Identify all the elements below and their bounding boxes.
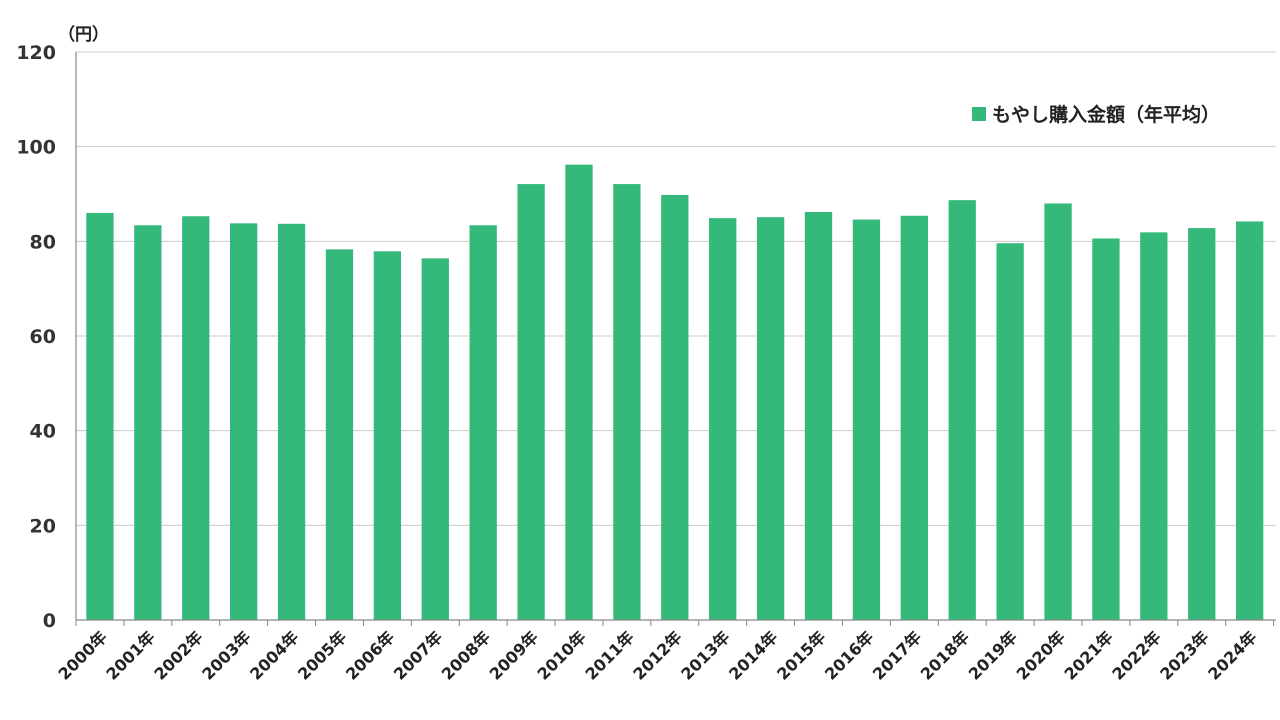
bar xyxy=(852,219,881,620)
bar xyxy=(756,217,785,620)
bar xyxy=(900,215,928,621)
x-tick-label: 2004年 xyxy=(246,627,302,683)
x-tick-label: 2010年 xyxy=(534,627,590,683)
legend-label: もやし購入金額（年平均） xyxy=(992,104,1221,126)
bar xyxy=(996,243,1024,620)
y-tick-labels: 0 20 40 60 80 100 120 xyxy=(16,42,56,632)
x-tick-label: 2006年 xyxy=(342,627,398,683)
x-tick-label: 2005年 xyxy=(294,627,350,683)
bar xyxy=(565,164,593,621)
y-tick-label: 60 xyxy=(30,326,56,348)
bar xyxy=(709,218,737,620)
bar xyxy=(804,211,833,620)
bar xyxy=(1140,232,1168,620)
x-tick-labels: 2000年2001年2002年2003年2004年2005年2006年2007年… xyxy=(55,627,1261,683)
x-tick-label: 2023年 xyxy=(1156,627,1212,683)
y-axis-unit-label: （円） xyxy=(58,25,109,45)
bar xyxy=(230,223,258,620)
x-tick-label: 2019年 xyxy=(965,627,1021,683)
y-tick-label: 0 xyxy=(43,610,56,632)
x-tick-label: 2015年 xyxy=(773,627,829,683)
bar xyxy=(1236,221,1264,620)
y-tick-label: 20 xyxy=(30,515,56,537)
x-tick-label: 2020年 xyxy=(1013,627,1069,683)
x-tick-label: 2002年 xyxy=(150,627,206,683)
y-tick-label: 80 xyxy=(30,231,56,253)
x-tick-label: 2000年 xyxy=(55,627,111,683)
x-tick-label: 2007年 xyxy=(390,627,446,683)
bar xyxy=(182,216,210,620)
bar xyxy=(277,223,306,620)
x-tick-label: 2012年 xyxy=(629,627,685,683)
legend: もやし購入金額（年平均） xyxy=(972,100,1220,127)
bar xyxy=(948,200,976,621)
bar xyxy=(373,251,402,621)
x-tick-label: 2018年 xyxy=(917,627,973,683)
x-tick-label: 2008年 xyxy=(438,627,494,683)
bar xyxy=(325,249,354,620)
bar xyxy=(661,194,689,621)
x-tick-label: 2016年 xyxy=(821,627,877,683)
legend-swatch xyxy=(972,106,986,121)
bar xyxy=(517,184,545,620)
bar xyxy=(134,225,162,621)
y-tick-label: 100 xyxy=(16,137,56,159)
x-tick-label: 2021年 xyxy=(1061,627,1117,683)
bar xyxy=(1188,228,1216,620)
y-tick-label: 40 xyxy=(30,421,56,443)
bars xyxy=(86,164,1264,621)
bar xyxy=(1092,238,1120,620)
bar xyxy=(421,258,449,620)
x-tick-label: 2022年 xyxy=(1108,627,1164,683)
x-tick-label: 2017年 xyxy=(869,627,925,683)
x-tick-label: 2011年 xyxy=(581,627,637,683)
y-tick-label: 120 xyxy=(16,42,56,64)
x-tick-label: 2013年 xyxy=(677,627,733,683)
bar xyxy=(86,212,114,620)
x-tick-label: 2009年 xyxy=(486,627,542,683)
bar xyxy=(1044,203,1072,620)
bar xyxy=(613,184,641,620)
bar xyxy=(469,225,497,621)
x-tick-label: 2001年 xyxy=(102,627,158,683)
axes xyxy=(75,52,1276,626)
x-tick-label: 2003年 xyxy=(198,627,254,683)
x-tick-label: 2014年 xyxy=(725,627,781,683)
x-tick-label: 2024年 xyxy=(1204,627,1260,683)
